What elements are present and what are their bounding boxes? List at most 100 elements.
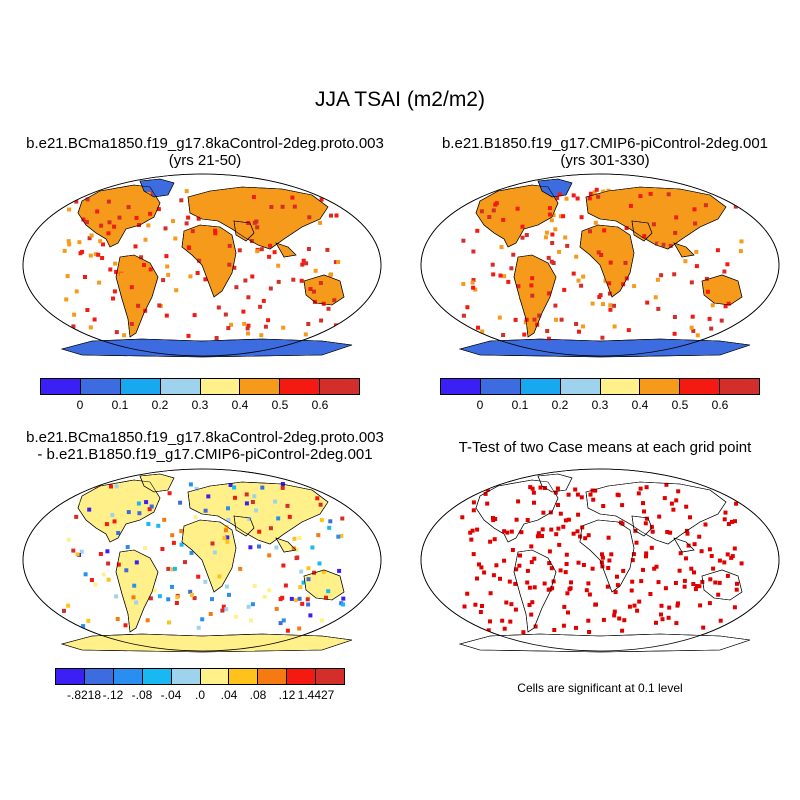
grid-cell xyxy=(615,574,619,579)
grid-cell xyxy=(621,568,626,573)
grid-cell xyxy=(552,275,557,280)
grid-cell xyxy=(586,581,591,586)
grid-cell xyxy=(525,568,530,573)
map-border xyxy=(420,173,780,357)
grid-cell xyxy=(304,261,309,266)
grid-cell xyxy=(222,536,227,541)
colorbar-swatch xyxy=(200,669,230,684)
grid-cell xyxy=(470,280,475,285)
grid-cell xyxy=(588,492,593,497)
grid-cell xyxy=(244,501,249,506)
grid-cell xyxy=(328,519,333,524)
grid-cell xyxy=(551,579,556,584)
grid-cell xyxy=(170,584,174,589)
grid-cell xyxy=(292,536,297,541)
grid-cell xyxy=(106,577,111,582)
grid-cell xyxy=(200,617,205,622)
grid-cell xyxy=(615,583,620,588)
grid-cell xyxy=(491,573,496,578)
grid-cell xyxy=(246,295,251,300)
grid-cell xyxy=(257,529,262,534)
grid-cell xyxy=(186,333,191,338)
grid-cell xyxy=(529,560,534,565)
grid-cell xyxy=(132,583,137,588)
grid-cell xyxy=(606,566,611,570)
grid-cell xyxy=(601,617,606,622)
grid-cell xyxy=(551,213,556,218)
grid-cell xyxy=(339,534,344,538)
grid-cell xyxy=(336,260,341,264)
grid-cell xyxy=(319,518,324,523)
grid-cell xyxy=(228,483,233,487)
grid-cell xyxy=(517,563,522,568)
grid-cell xyxy=(564,562,569,566)
grid-cell xyxy=(734,587,739,592)
grid-cell xyxy=(623,260,628,265)
grid-cell xyxy=(157,303,162,308)
grid-cell xyxy=(682,578,687,583)
grid-cell xyxy=(273,499,278,504)
grid-cell xyxy=(732,605,737,610)
grid-cell xyxy=(336,198,341,203)
grid-cell xyxy=(624,226,629,230)
grid-cell xyxy=(72,483,77,488)
grid-cell xyxy=(722,560,727,565)
grid-cell xyxy=(74,289,79,294)
grid-cell xyxy=(479,565,484,570)
grid-cell xyxy=(735,329,740,334)
grid-cell xyxy=(634,540,639,545)
colorbar-tick-label: 0.2 xyxy=(551,398,569,412)
grid-cell xyxy=(689,566,694,571)
grid-cell xyxy=(80,249,85,254)
grid-cell xyxy=(607,281,612,286)
panel-1-title-line2: (yrs 21-50) xyxy=(168,152,242,169)
grid-cell xyxy=(291,277,296,282)
grid-cell xyxy=(306,602,311,607)
grid-cell xyxy=(464,485,468,489)
grid-cell xyxy=(164,254,169,259)
grid-cell xyxy=(341,596,346,601)
coastline xyxy=(187,481,329,545)
grid-cell xyxy=(312,289,316,294)
grid-cell xyxy=(107,220,112,225)
colorbar-swatch xyxy=(441,379,481,394)
grid-cell xyxy=(62,248,67,253)
grid-cell xyxy=(246,604,251,609)
grid-cell xyxy=(223,528,228,533)
grid-cell xyxy=(316,533,321,538)
grid-cell xyxy=(669,501,674,506)
grid-cell xyxy=(272,250,277,255)
grid-cell xyxy=(200,214,205,219)
grid-cell xyxy=(148,267,153,272)
coastline xyxy=(77,184,161,248)
grid-cell xyxy=(100,256,105,260)
grid-cell xyxy=(513,607,518,612)
grid-cell xyxy=(668,243,673,248)
grid-cell xyxy=(694,584,699,588)
map-border xyxy=(22,173,382,357)
grid-cell xyxy=(556,503,560,507)
grid-cell xyxy=(247,516,252,521)
grid-cell xyxy=(528,485,533,490)
grid-cell xyxy=(259,247,264,252)
grid-cell xyxy=(106,561,111,566)
grid-cell xyxy=(246,331,250,336)
grid-cell xyxy=(252,220,257,225)
grid-cell xyxy=(216,245,221,250)
grid-cell xyxy=(475,228,480,233)
grid-cell xyxy=(726,301,731,306)
grid-cell xyxy=(557,192,562,197)
panel-2-title-line1: b.e21.B1850.f19_g17.CMIP6-piControl-2deg… xyxy=(441,135,769,152)
coastline xyxy=(537,178,573,198)
grid-cell xyxy=(565,591,570,596)
grid-cell xyxy=(157,594,162,599)
panel-4-title-line1: T-Test of two Case means at each grid po… xyxy=(458,439,752,456)
coastline xyxy=(458,338,751,358)
grid-cell xyxy=(337,568,342,573)
grid-cell xyxy=(246,323,251,328)
grid-cell xyxy=(673,230,678,235)
coastline xyxy=(181,519,237,593)
grid-cell xyxy=(643,521,648,526)
grid-cell xyxy=(470,528,475,533)
grid-cell xyxy=(146,522,151,526)
